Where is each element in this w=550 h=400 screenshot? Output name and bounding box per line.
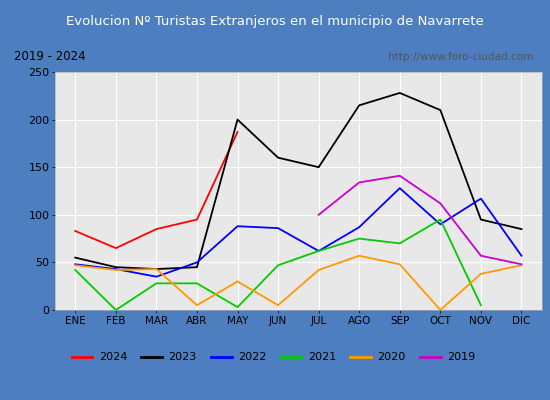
Text: Evolucion Nº Turistas Extranjeros en el municipio de Navarrete: Evolucion Nº Turistas Extranjeros en el … [66, 14, 484, 28]
Text: 2019 - 2024: 2019 - 2024 [14, 50, 85, 64]
Text: 2019: 2019 [447, 352, 475, 362]
Text: 2021: 2021 [308, 352, 336, 362]
Text: 2024: 2024 [99, 352, 127, 362]
Text: http://www.foro-ciudad.com: http://www.foro-ciudad.com [388, 52, 534, 62]
Text: 2022: 2022 [238, 352, 266, 362]
Text: 2020: 2020 [377, 352, 406, 362]
Text: 2023: 2023 [168, 352, 197, 362]
